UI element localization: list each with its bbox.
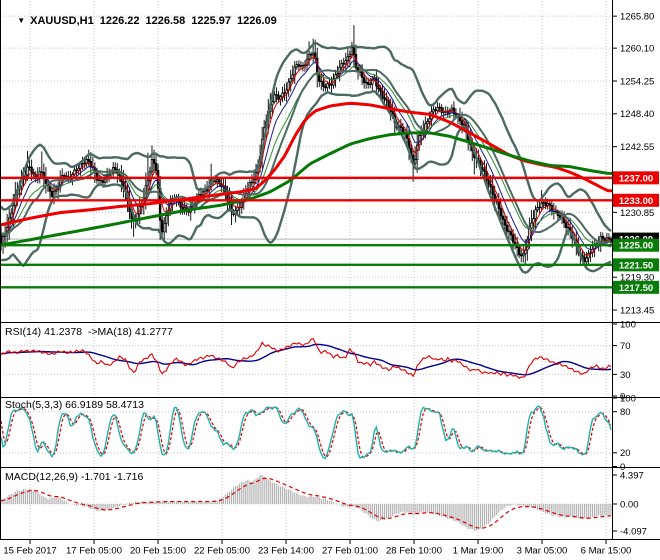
price-levels [0,176,612,289]
price-level-badge-text: 1217.50 [619,283,653,294]
panel-borders [0,0,660,540]
price-tick-label: 1265.80 [620,12,654,23]
ma-mid-blue-line [0,59,612,250]
price-level-badge-bg [613,238,659,252]
stoch-axis-label: 20 [620,448,631,459]
time-tick-label: 22 Feb 05:00 [194,546,250,557]
price-tick-label: 1242.55 [620,142,654,153]
stoch-axis-label: 80 [620,407,631,418]
rsi-ma-line [0,343,612,376]
price-level-badge: 1221.50 [613,258,659,272]
price-tick-label: 1254.25 [620,76,654,87]
rsi-axis-label: 0 [620,391,625,402]
price-level-badge-bg [613,193,659,207]
macd-axis-label: 4.397 [620,470,644,481]
price-level-badge-bg [613,280,659,294]
price-level-badge-bg [613,171,659,185]
price-tick-label: 1213.45 [620,305,654,316]
bollinger-middle-band [0,68,612,248]
price-level-badge-text: 1233.00 [619,196,653,207]
price-level-badge: 1233.00 [613,193,659,207]
time-axis: 15 Feb 2017 17 Feb 05:00 20 Feb 15:00 22 Fe… [3,540,631,557]
time-tick-label: 27 Feb 01:00 [322,546,378,557]
time-tick-label: 15 Feb 2017 [3,546,56,557]
time-tick-label: 6 Mar 15:00 [581,546,632,557]
price-level-badge: 1237.00 [613,171,659,185]
time-tick-label: 3 Mar 05:00 [517,546,568,557]
price-tick-label: 1260.10 [620,44,654,55]
macd-axis-label: -4.097 [620,526,647,537]
price-level-badge-bg [613,258,659,272]
rsi-axis-label: 100 [620,319,636,330]
stoch-axis-label: 0 [620,462,625,473]
rsi-line [0,338,612,379]
bollinger-upper-band [0,41,612,233]
rsi-axis-label: 70 [620,341,631,352]
price-tick-label: 1219.30 [620,273,654,284]
price-level-badge-text: 1237.00 [619,173,653,184]
macd-signal-line [0,477,612,529]
price-tick-label: 1248.40 [620,109,654,120]
time-tick-label: 1 Mar 19:00 [453,546,504,557]
price-axis: 1265.80 1260.10 1254.25 1248.40 1242.55 1230.… [612,12,654,537]
price-level-badge: 1225.00 [613,238,659,252]
time-tick-label: 28 Feb 10:00 [386,546,442,557]
stoch-main-line [0,405,612,460]
macd-histogram [0,475,612,531]
price-tick-label: 1230.85 [620,208,654,219]
time-tick-label: 17 Feb 05:00 [66,546,122,557]
rsi-axis-label: 30 [620,370,631,381]
ma-green-thick-line [0,131,612,247]
price-level-badge-text: 1225.00 [619,241,653,252]
time-tick-label: 23 Feb 14:00 [258,546,314,557]
price-level-badge: 1217.50 [613,280,659,294]
macd-axis-label: 0.00 [620,499,639,510]
stoch-axis-label: 100 [620,393,636,404]
price-level-badge-text: 1221.50 [619,260,653,271]
time-tick-label: 20 Feb 15:00 [130,546,186,557]
